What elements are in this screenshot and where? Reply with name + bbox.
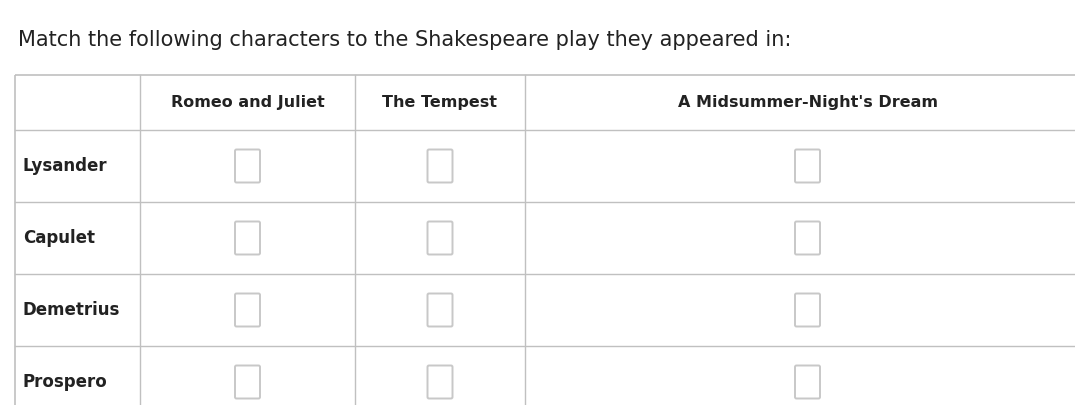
FancyBboxPatch shape: [428, 222, 453, 254]
Text: Demetrius: Demetrius: [23, 301, 120, 319]
Text: Lysander: Lysander: [23, 157, 108, 175]
FancyBboxPatch shape: [796, 365, 820, 399]
Text: Capulet: Capulet: [23, 229, 95, 247]
FancyBboxPatch shape: [235, 222, 260, 254]
Bar: [15, 75, 1075, 405]
FancyBboxPatch shape: [235, 365, 260, 399]
FancyBboxPatch shape: [428, 365, 453, 399]
FancyBboxPatch shape: [796, 222, 820, 254]
FancyBboxPatch shape: [796, 149, 820, 183]
FancyBboxPatch shape: [796, 294, 820, 326]
Text: Match the following characters to the Shakespeare play they appeared in:: Match the following characters to the Sh…: [18, 30, 791, 50]
Text: The Tempest: The Tempest: [383, 95, 498, 110]
FancyBboxPatch shape: [235, 149, 260, 183]
FancyBboxPatch shape: [428, 294, 453, 326]
Text: Romeo and Juliet: Romeo and Juliet: [171, 95, 325, 110]
FancyBboxPatch shape: [235, 294, 260, 326]
FancyBboxPatch shape: [428, 149, 453, 183]
Text: A Midsummer-Night's Dream: A Midsummer-Night's Dream: [677, 95, 937, 110]
Text: Prospero: Prospero: [23, 373, 108, 391]
